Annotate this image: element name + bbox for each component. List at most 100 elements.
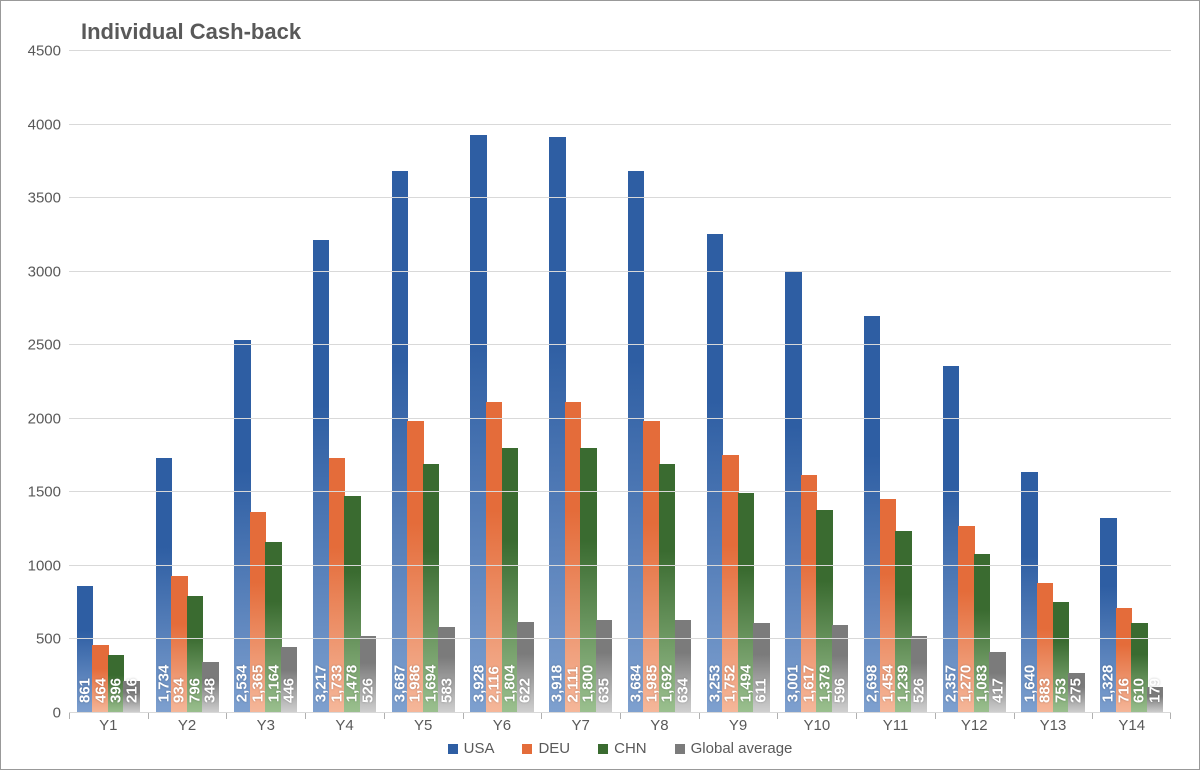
- x-tick-mark: [1092, 713, 1093, 719]
- bar-value-label: 446: [281, 677, 298, 702]
- bar-value-label: 396: [108, 677, 125, 702]
- x-category-label: Y1: [69, 717, 148, 734]
- bar-value-label: 3,918: [549, 665, 566, 703]
- bar-value-label: 2,698: [864, 665, 881, 703]
- category-group: 861464396216: [69, 51, 148, 713]
- bar: 622: [517, 622, 533, 714]
- gridline: [69, 565, 1171, 566]
- y-tick-label: 500: [36, 631, 61, 648]
- bar: 3,253: [707, 234, 723, 713]
- bar: 179: [1147, 687, 1163, 713]
- bar-value-label: 417: [989, 677, 1006, 702]
- bar: 1,328: [1100, 518, 1116, 713]
- legend-label: USA: [464, 740, 495, 757]
- y-tick-label: 0: [53, 705, 61, 722]
- bar-value-label: 526: [910, 677, 927, 702]
- legend-item: DEU: [522, 740, 570, 757]
- bar: 1,239: [895, 531, 911, 713]
- bar: 1,478: [344, 496, 360, 713]
- bar: 1,617: [801, 475, 817, 713]
- bar: 1,734: [156, 458, 172, 713]
- bar: 526: [911, 636, 927, 713]
- bar: 396: [108, 655, 124, 713]
- x-tick-mark: [856, 713, 857, 719]
- x-tick-mark: [699, 713, 700, 719]
- bar: 1,800: [580, 448, 596, 713]
- bar-value-label: 1,752: [722, 665, 739, 703]
- x-category-label: Y8: [620, 717, 699, 734]
- bar-value-label: 216: [123, 677, 140, 702]
- bar: 635: [596, 620, 612, 713]
- bar-value-label: 3,684: [628, 665, 645, 703]
- bar: 583: [438, 627, 454, 713]
- bar: 3,217: [313, 240, 329, 713]
- legend: USADEUCHNGlobal average: [11, 734, 1171, 759]
- bar-value-label: 1,800: [580, 665, 597, 703]
- legend-label: Global average: [691, 740, 793, 757]
- gridline: [69, 50, 1171, 51]
- x-category-label: Y3: [226, 717, 305, 734]
- category-group: 1,328716610179: [1092, 51, 1171, 713]
- category-group: 3,0011,6171,379596: [777, 51, 856, 713]
- legend-item: Global average: [675, 740, 793, 757]
- bars-layer: 8614643962161,7349347963482,5341,3651,16…: [69, 51, 1171, 713]
- bar-value-label: 1,617: [801, 665, 818, 703]
- gridline: [69, 638, 1171, 639]
- bar-value-label: 2,116: [486, 666, 503, 703]
- bar-value-label: 611: [753, 678, 770, 702]
- y-tick-label: 2500: [28, 337, 61, 354]
- bar-value-label: 179: [1147, 677, 1164, 702]
- bar: 216: [123, 681, 139, 713]
- x-tick-mark: [148, 713, 149, 719]
- bar-value-label: 1,694: [423, 665, 440, 703]
- gridline: [69, 344, 1171, 345]
- category-group: 1,734934796348: [148, 51, 227, 713]
- bar: 1,164: [265, 542, 281, 713]
- x-tick-mark: [620, 713, 621, 719]
- bar: 2,534: [234, 340, 250, 713]
- bar: 861: [77, 586, 93, 713]
- y-tick-label: 2000: [28, 410, 61, 427]
- bar-value-label: 883: [1037, 677, 1054, 702]
- bar-value-label: 1,986: [407, 665, 424, 703]
- gridline: [69, 197, 1171, 198]
- bar: 1,640: [1021, 472, 1037, 713]
- x-tick-mark: [541, 713, 542, 719]
- x-category-label: Y14: [1092, 717, 1171, 734]
- x-category-label: Y6: [463, 717, 542, 734]
- bar: 3,687: [392, 171, 408, 713]
- bar: 3,918: [549, 137, 565, 713]
- x-category-label: Y9: [699, 717, 778, 734]
- bar-value-label: 583: [438, 677, 455, 702]
- category-group: 2,6981,4541,239526: [856, 51, 935, 713]
- x-tick-mark: [1014, 713, 1015, 719]
- bar: 1,365: [250, 512, 266, 713]
- bar: 1,083: [974, 554, 990, 713]
- y-tick-label: 3500: [28, 190, 61, 207]
- bar: 348: [202, 662, 218, 713]
- category-group: 3,2171,7331,478526: [305, 51, 384, 713]
- bar-value-label: 275: [1068, 677, 1085, 702]
- bar: 1,985: [643, 421, 659, 713]
- legend-swatch: [675, 744, 685, 754]
- category-group: 3,6871,9861,694583: [384, 51, 463, 713]
- bar-value-label: 1,270: [958, 665, 975, 703]
- bar-value-label: 861: [77, 677, 94, 702]
- bar: 1,733: [329, 458, 345, 713]
- bar-value-label: 3,217: [313, 665, 330, 703]
- category-group: 3,2531,7521,494611: [699, 51, 778, 713]
- x-axis: Y1Y2Y3Y4Y5Y6Y7Y8Y9Y10Y11Y12Y13Y14: [69, 713, 1171, 734]
- bar-value-label: 2,534: [234, 665, 251, 703]
- bar: 526: [360, 636, 376, 713]
- bar: 611: [753, 623, 769, 713]
- x-tick-mark: [69, 713, 70, 719]
- category-group: 2,5341,3651,164446: [226, 51, 305, 713]
- y-tick-label: 3000: [28, 263, 61, 280]
- plot-area: 050010001500200025003000350040004500 861…: [11, 51, 1171, 713]
- bar: 2,116: [486, 402, 502, 713]
- bar-value-label: 348: [202, 677, 219, 702]
- bar: 634: [675, 620, 691, 713]
- y-tick-label: 4000: [28, 116, 61, 133]
- chart-title: Individual Cash-back: [11, 11, 1171, 51]
- x-category-label: Y4: [305, 717, 384, 734]
